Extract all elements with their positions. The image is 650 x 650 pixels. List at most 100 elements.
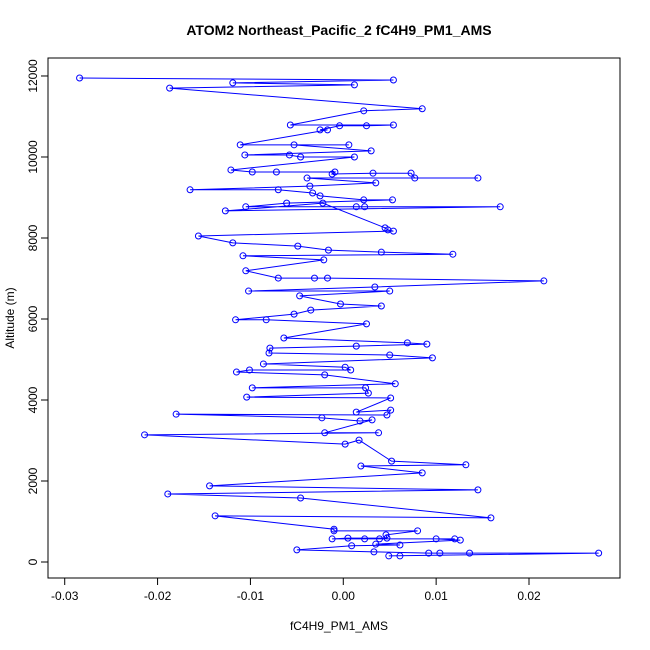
- data-point: [368, 416, 376, 424]
- data-point: [274, 274, 282, 282]
- data-point: [336, 122, 344, 130]
- data-point: [328, 535, 336, 543]
- data-point: [245, 287, 253, 295]
- x-tick-label: -0.01: [237, 589, 265, 603]
- x-tick-label: -0.03: [51, 589, 79, 603]
- data-point: [316, 192, 324, 200]
- data-point: [303, 174, 311, 182]
- data-point: [248, 384, 256, 392]
- y-tick-label: 12000: [26, 59, 40, 93]
- data-point: [361, 203, 369, 211]
- data-point: [356, 417, 364, 425]
- data-point: [352, 203, 360, 211]
- data-point: [337, 300, 344, 308]
- data-point: [330, 527, 338, 535]
- data-point: [428, 354, 436, 362]
- data-point: [242, 203, 250, 211]
- data-point: [385, 552, 393, 560]
- data-point: [262, 316, 270, 324]
- data-point: [294, 242, 302, 250]
- data-point: [352, 408, 360, 416]
- data-point: [360, 196, 368, 204]
- data-point: [375, 429, 383, 437]
- data-point: [361, 535, 369, 543]
- data-point: [387, 406, 395, 414]
- data-point: [396, 552, 404, 560]
- data-point: [274, 186, 282, 194]
- data-point: [391, 380, 399, 388]
- y-tick-label: 10000: [26, 140, 40, 174]
- data-point: [449, 250, 457, 258]
- data-point: [285, 151, 293, 159]
- data-point: [383, 411, 391, 419]
- data-point: [370, 548, 378, 556]
- data-point: [296, 292, 304, 300]
- data-line: [79, 77, 599, 557]
- y-tick-label: 2000: [26, 467, 40, 494]
- data-point: [347, 366, 355, 374]
- data-point: [259, 360, 267, 368]
- data-point: [265, 349, 273, 357]
- data-point: [432, 535, 440, 543]
- data-point: [418, 105, 426, 113]
- data-point: [386, 287, 394, 295]
- data-point: [360, 107, 368, 115]
- x-tick-label: 0.01: [424, 589, 448, 603]
- data-point: [272, 168, 280, 176]
- data-point: [316, 126, 324, 134]
- data-point: [324, 126, 331, 134]
- data-point: [357, 462, 365, 470]
- data-point: [372, 179, 380, 187]
- data-point: [411, 174, 419, 182]
- x-tick-label: 0.00: [332, 589, 356, 603]
- data-point: [227, 166, 235, 174]
- data-point: [246, 366, 253, 374]
- data-point: [211, 512, 219, 520]
- data-point: [233, 368, 240, 376]
- data-point: [319, 199, 327, 207]
- data-point: [595, 549, 603, 557]
- data-point: [306, 182, 314, 190]
- data-point: [311, 274, 318, 282]
- data-point: [324, 274, 331, 282]
- data-point: [496, 203, 504, 211]
- y-tick-label: 8000: [26, 224, 40, 251]
- data-point: [328, 170, 336, 178]
- data-point: [309, 189, 317, 197]
- data-point: [166, 84, 174, 92]
- data-point: [436, 549, 444, 557]
- data-point: [286, 121, 294, 129]
- data-point: [540, 277, 548, 285]
- x-axis-label: fC4H9_PM1_AMS: [290, 619, 388, 633]
- data-point: [297, 494, 305, 502]
- data-point: [466, 549, 474, 557]
- data-point: [232, 316, 240, 324]
- data-point: [76, 74, 84, 82]
- y-axis-label: Altitude (m): [3, 287, 17, 348]
- data-point: [229, 79, 237, 87]
- data-point: [355, 436, 363, 444]
- data-point: [283, 199, 291, 207]
- y-tick-label: 4000: [26, 386, 40, 413]
- data-point: [371, 283, 379, 291]
- data-point: [241, 151, 249, 159]
- data-point: [425, 549, 433, 557]
- y-tick-label: 0: [26, 558, 40, 565]
- data-point: [407, 169, 415, 177]
- data-point: [372, 540, 380, 548]
- data-point: [369, 169, 377, 177]
- data-point: [386, 351, 394, 359]
- data-point: [396, 541, 404, 549]
- data-point: [206, 482, 214, 490]
- data-point: [389, 227, 397, 235]
- data-point: [324, 246, 332, 254]
- data-point: [389, 196, 396, 204]
- x-tick-label: 0.02: [517, 589, 541, 603]
- data-point: [487, 514, 495, 522]
- data-point: [321, 371, 329, 379]
- data-point: [350, 153, 358, 161]
- data-point: [376, 535, 383, 543]
